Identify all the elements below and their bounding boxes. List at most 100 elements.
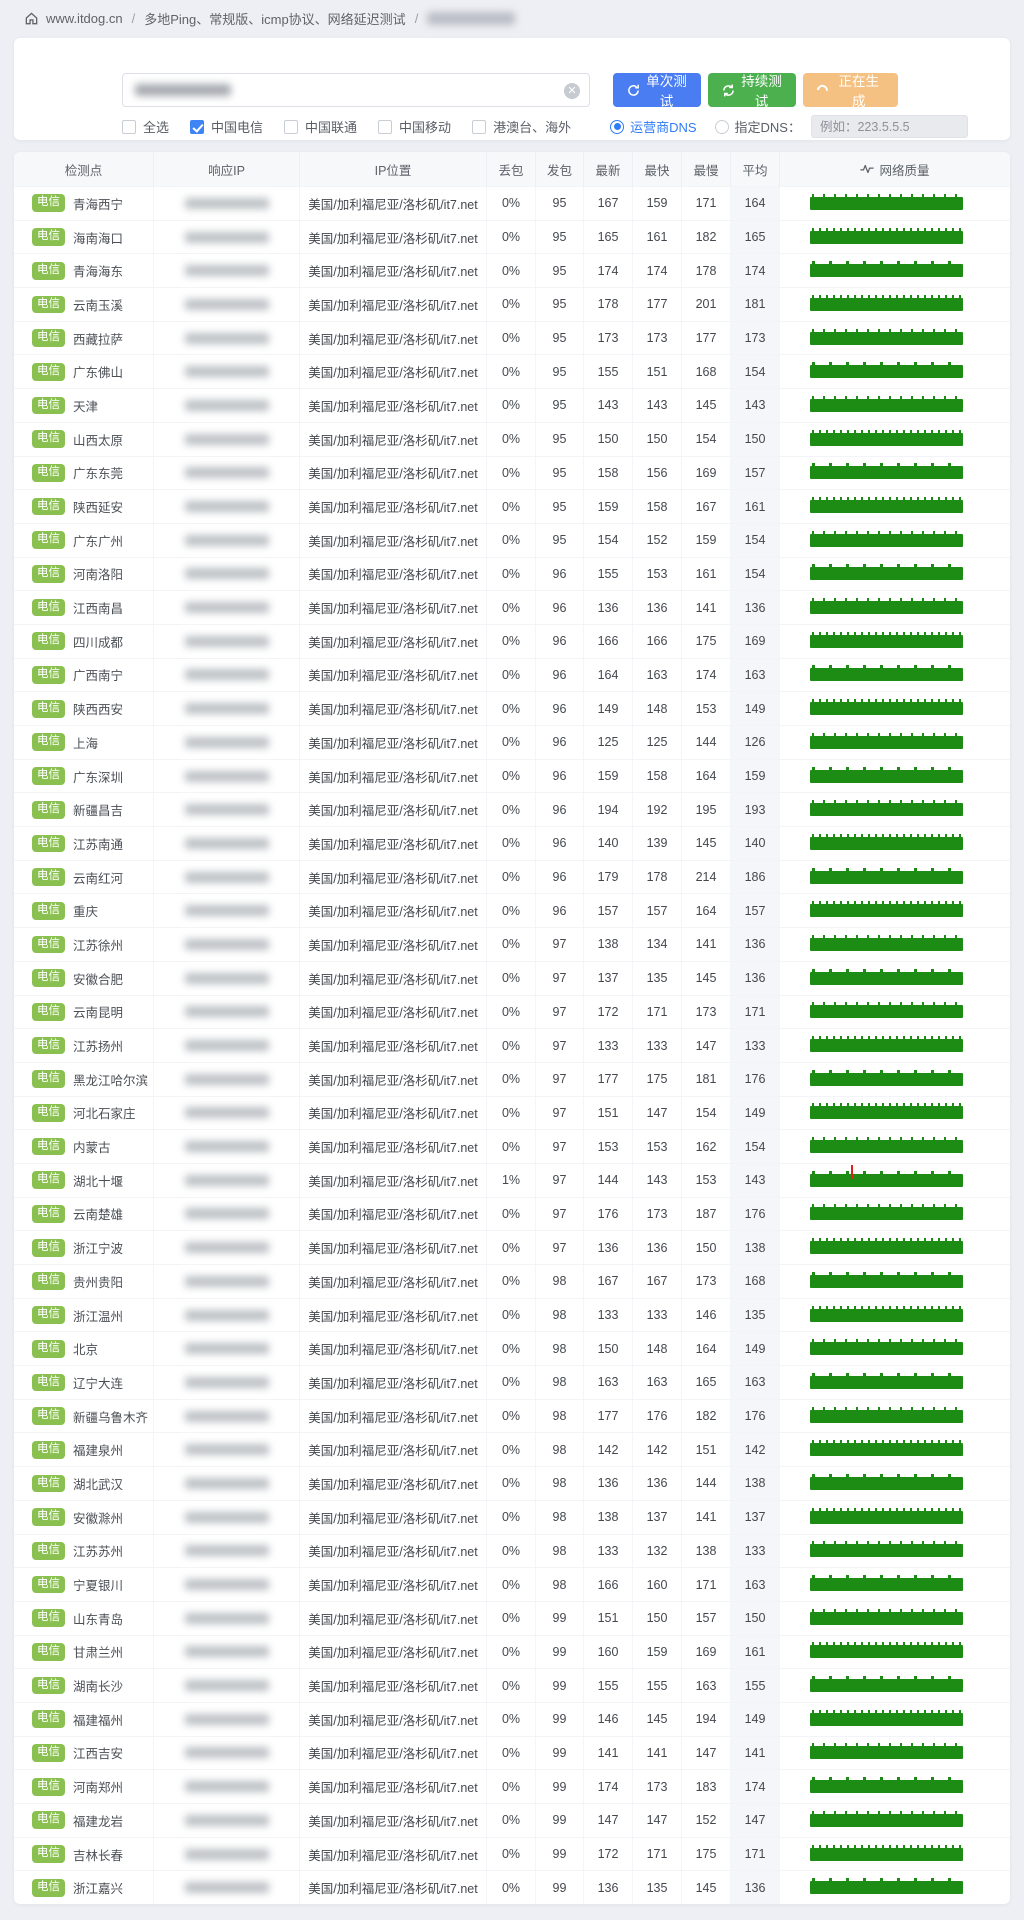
quality-bar [810, 665, 963, 682]
checkpoint-name: 河北石家庄 [73, 1107, 136, 1122]
carrier-badge: 电信 [32, 1205, 65, 1223]
cell-response-ip [154, 1062, 300, 1096]
cell-checkpoint: 电信 湖南长沙 [14, 1669, 154, 1702]
cell-ip-location: 美国/加利福尼亚/洛杉矶/it7.net [300, 321, 487, 355]
cell-fastest: 133 [633, 1029, 682, 1062]
cell-fastest: 139 [633, 827, 682, 860]
carrier-badge: 电信 [32, 834, 65, 853]
redacted-ip [184, 231, 269, 243]
single-test-button[interactable]: 单次测试 [613, 73, 701, 109]
table-row: 电信 江苏扬州 美国/加利福尼亚/洛杉矶/it7.net 0% 97 133 133 147 1… [14, 1028, 1010, 1062]
cell-slowest: 164 [682, 894, 731, 928]
header-checkpoint: 检测点 [14, 152, 154, 186]
cell-fastest: 178 [633, 860, 682, 894]
breadcrumb-home[interactable]: www.itdog.cn [46, 11, 123, 26]
test-control-card: ✕ 单次测试 持续测试 正在生成 全选 中国电信 中国联通 中国移动 港澳台、海外 运营… [14, 38, 1010, 140]
cell-slowest: 164 [682, 1332, 731, 1366]
cell-slowest: 169 [682, 1635, 731, 1669]
cell-latest: 172 [584, 995, 633, 1029]
quality-bar [810, 1406, 963, 1423]
cell-slowest: 138 [682, 1534, 731, 1568]
redacted-ip [184, 905, 269, 917]
table-row: 电信 广东东莞 美国/加利福尼亚/洛杉矶/it7.net 0% 95 158 156 169 1… [14, 455, 1010, 490]
cell-average: 136 [731, 591, 780, 624]
cell-response-ip [154, 860, 300, 894]
custom-dns-input[interactable] [810, 115, 968, 138]
cell-response-ip [154, 1804, 300, 1837]
table-row: 电信 青海西宁 美国/加利福尼亚/洛杉矶/it7.net 0% 95 167 159 171 1… [14, 186, 1010, 220]
clear-input-icon[interactable]: ✕ [564, 83, 580, 99]
cell-average: 147 [731, 1804, 780, 1837]
redacted-ip [184, 938, 269, 950]
breadcrumb-path[interactable]: 多地Ping、常规版、icmp协议、网络延迟测试 [144, 12, 406, 27]
checkbox-carrier-3[interactable]: 中国移动 [378, 117, 451, 136]
cell-average: 149 [731, 1332, 780, 1366]
checkpoint-name: 浙江温州 [73, 1309, 124, 1324]
checkbox-carrier-1[interactable]: 中国电信 [190, 117, 263, 136]
cell-slowest: 157 [682, 1601, 731, 1635]
cell-ip-location: 美国/加利福尼亚/洛杉矶/it7.net [300, 1871, 487, 1905]
generating-button[interactable]: 正在生成 [803, 73, 898, 109]
carrier-badge: 电信 [32, 1171, 65, 1190]
cell-response-ip [154, 1399, 300, 1433]
checkpoint-name: 云南玉溪 [73, 298, 124, 313]
radio-carrier-dns[interactable]: 运营商DNS [610, 117, 697, 136]
cell-response-ip [154, 1702, 300, 1736]
cell-network-quality [780, 793, 1010, 826]
cell-checkpoint: 电信 江苏苏州 [14, 1534, 154, 1568]
cell-average: 154 [731, 1130, 780, 1163]
cell-response-ip [154, 220, 300, 254]
radio-custom-dns[interactable]: 指定DNS： [714, 117, 801, 136]
cell-loss: 1% [487, 1163, 536, 1197]
cell-average: 126 [731, 726, 780, 759]
table-row: 电信 浙江嘉兴 美国/加利福尼亚/洛杉矶/it7.net 0% 99 136 135 145 1… [14, 1870, 1010, 1905]
checkbox-carrier-2[interactable]: 中国联通 [284, 117, 357, 136]
cell-network-quality [780, 659, 1010, 692]
cell-sent: 99 [536, 1702, 584, 1736]
cell-response-ip [154, 726, 300, 759]
checkpoint-name: 广东广州 [73, 534, 124, 549]
cell-sent: 95 [536, 456, 584, 490]
quality-bar [810, 530, 963, 547]
cell-latest: 136 [584, 1231, 633, 1264]
cell-ip-location: 美国/加利福尼亚/洛杉矶/it7.net [300, 422, 487, 456]
cell-ip-location: 美国/加利福尼亚/洛杉矶/it7.net [300, 759, 487, 793]
carrier-badge: 电信 [32, 969, 65, 988]
quality-bar [810, 227, 963, 244]
cell-latest: 151 [584, 1601, 633, 1635]
cell-sent: 99 [536, 1635, 584, 1669]
cell-fastest: 153 [633, 557, 682, 591]
cell-latest: 176 [584, 1197, 633, 1231]
cell-network-quality [780, 1501, 1010, 1534]
checkbox-carrier-4[interactable]: 港澳台、海外 [472, 117, 571, 136]
cell-loss: 0% [487, 490, 536, 523]
cell-slowest: 154 [682, 1096, 731, 1130]
cell-sent: 96 [536, 894, 584, 928]
carrier-badge: 电信 [32, 666, 65, 684]
cell-ip-location: 美国/加利福尼亚/洛杉矶/it7.net [300, 827, 487, 860]
cell-average: 193 [731, 793, 780, 827]
checkbox-select-all[interactable]: 全选 [122, 117, 169, 136]
cell-network-quality [780, 1770, 1010, 1803]
cell-latest: 155 [584, 355, 633, 389]
carrier-badge: 电信 [32, 733, 65, 752]
cell-latest: 150 [584, 422, 633, 456]
cell-response-ip [154, 1534, 300, 1568]
quality-bar [810, 193, 963, 210]
cell-response-ip [154, 1736, 300, 1770]
cell-slowest: 147 [682, 1029, 731, 1062]
cell-checkpoint: 电信 云南玉溪 [14, 288, 154, 321]
cell-checkpoint: 电信 浙江温州 [14, 1298, 154, 1332]
checkpoint-name: 河南洛阳 [73, 568, 124, 583]
target-input[interactable]: ✕ [122, 73, 590, 107]
continuous-test-button[interactable]: 持续测试 [708, 73, 796, 109]
quality-bar [810, 1002, 963, 1019]
redacted-ip [184, 1882, 269, 1894]
cell-latest: 138 [584, 928, 633, 961]
cell-checkpoint: 电信 广东深圳 [14, 759, 154, 793]
cell-ip-location: 美国/加利福尼亚/洛杉矶/it7.net [300, 1534, 487, 1568]
cell-ip-location: 美国/加利福尼亚/洛杉矶/it7.net [300, 1231, 487, 1264]
redacted-ip [184, 1242, 269, 1254]
cell-ip-location: 美国/加利福尼亚/洛杉矶/it7.net [300, 1298, 487, 1332]
cell-sent: 99 [536, 1669, 584, 1702]
